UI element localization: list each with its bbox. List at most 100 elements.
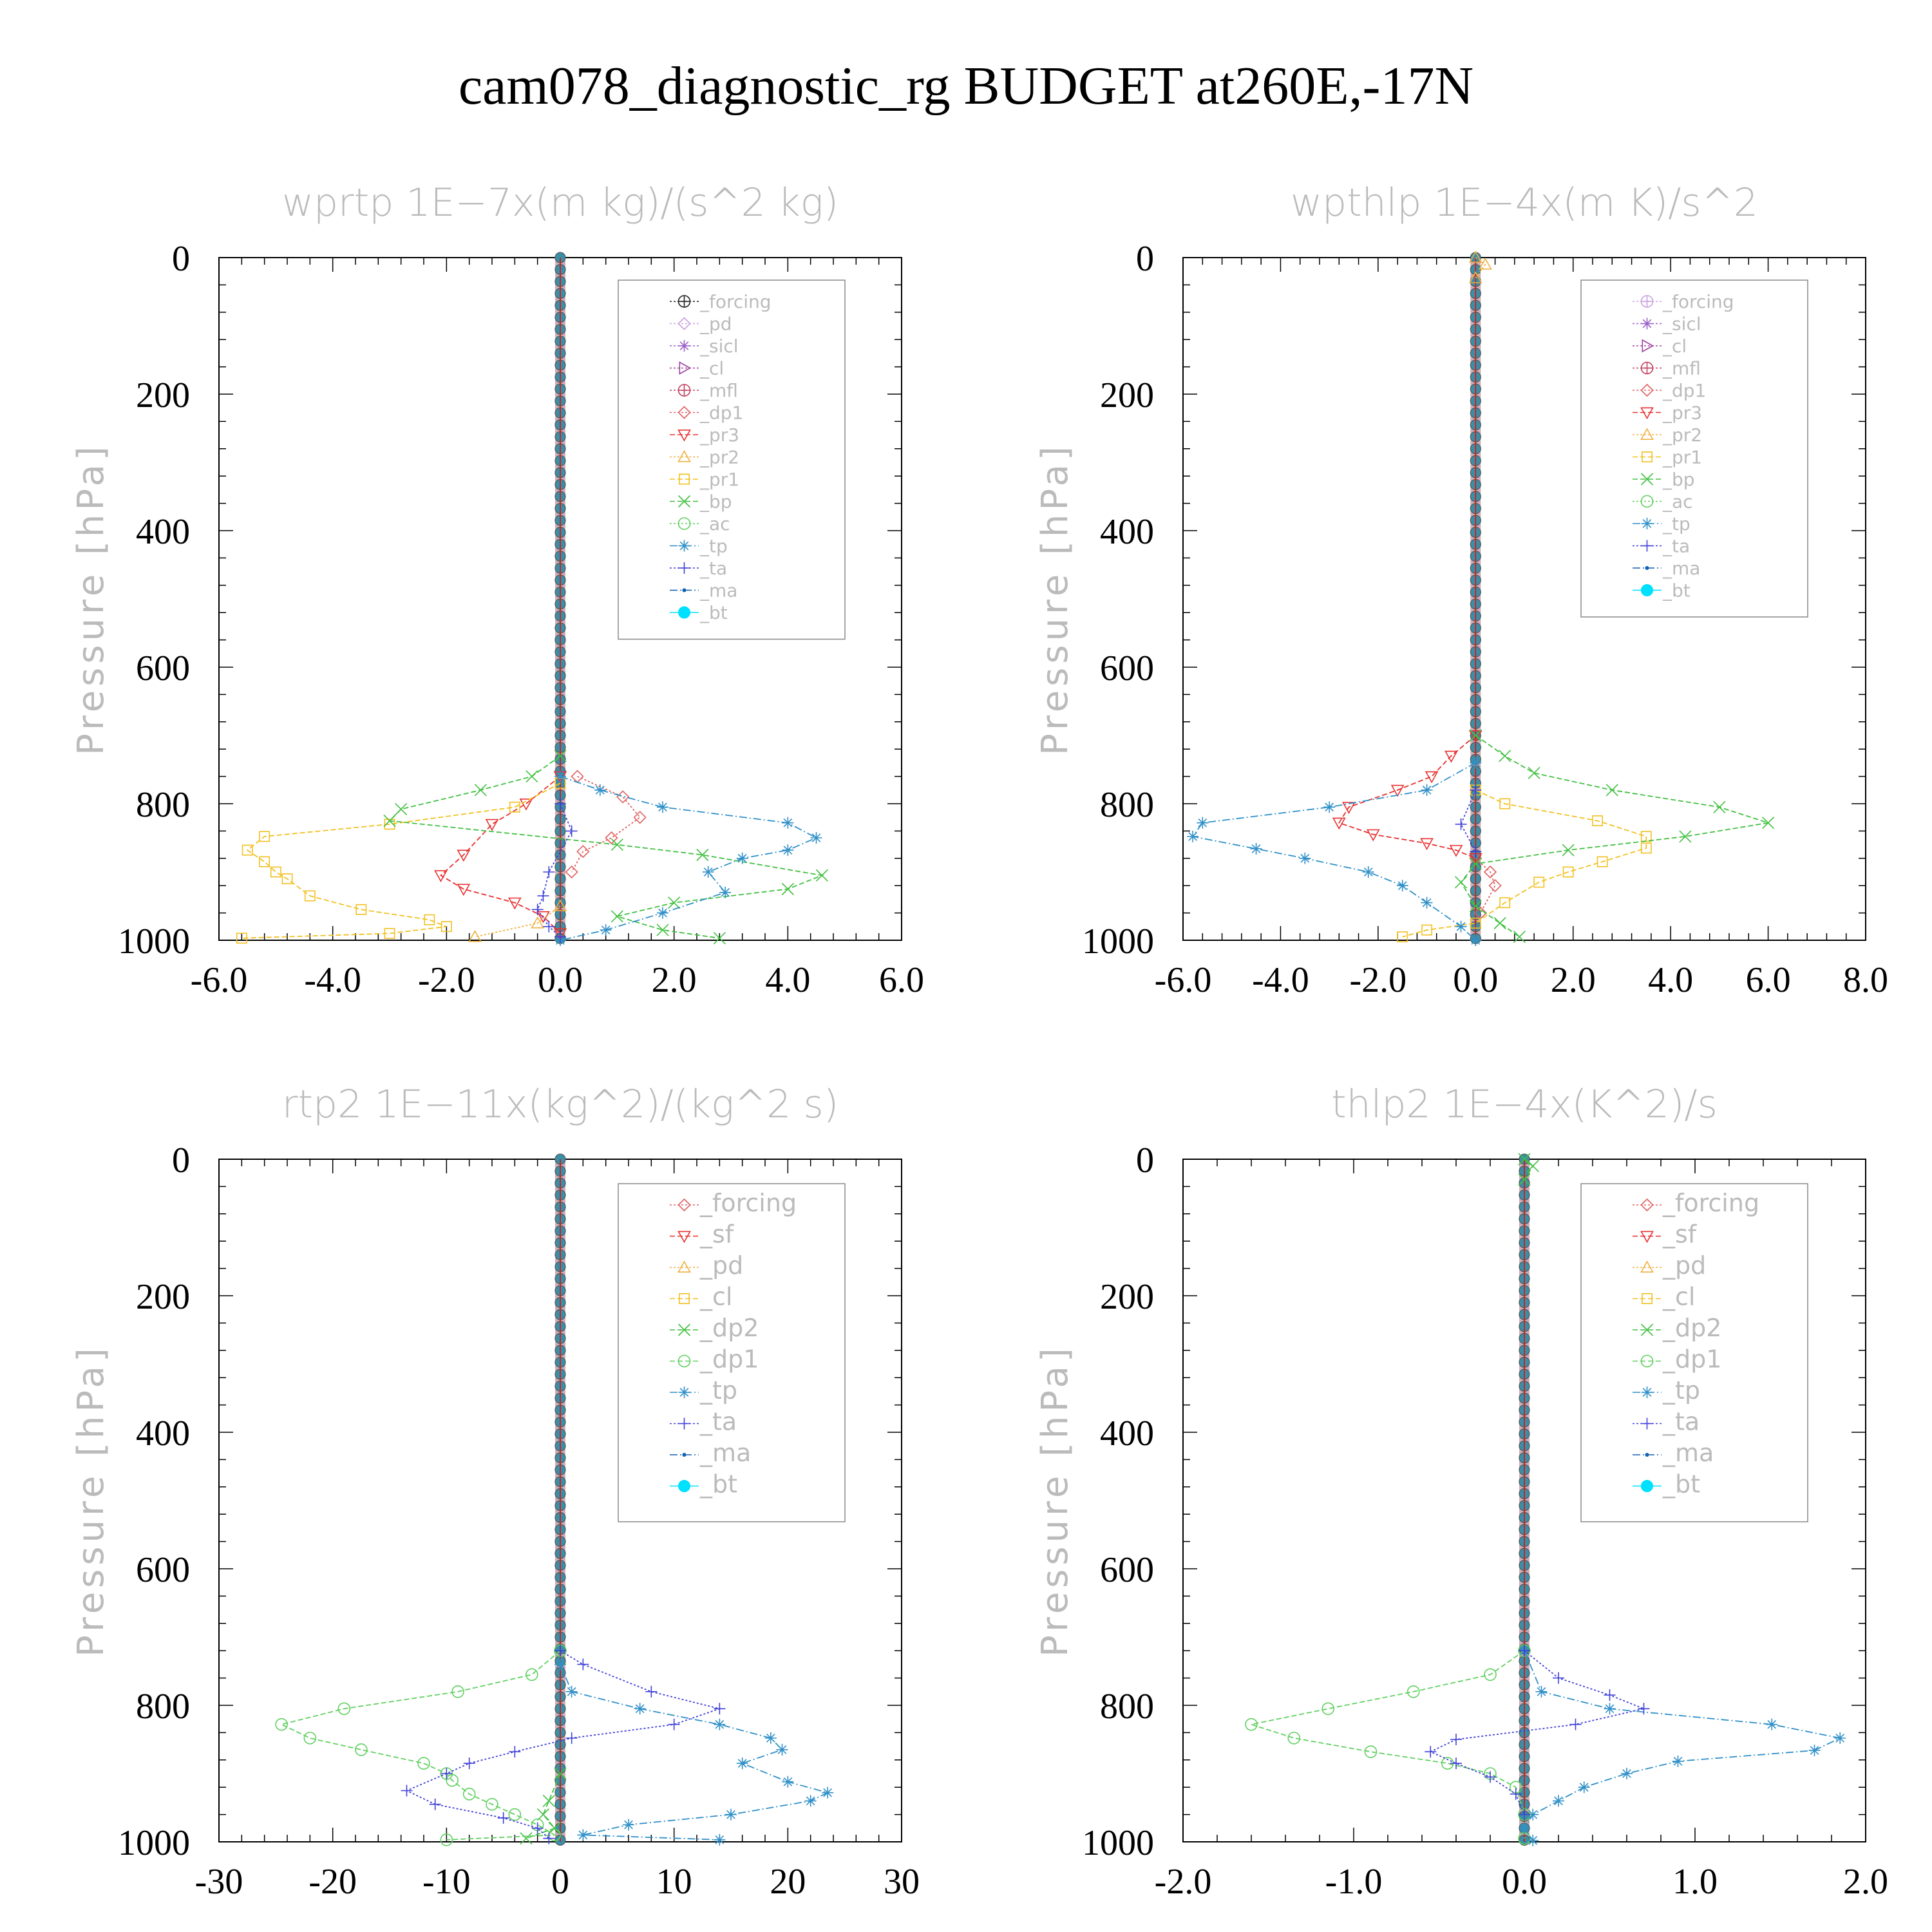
legend-marker xyxy=(677,1198,691,1212)
x-tick-label: 0.0 xyxy=(1453,960,1498,1000)
series-line xyxy=(560,775,818,941)
data-point xyxy=(509,801,520,813)
data-point xyxy=(1526,1160,1539,1173)
data-point xyxy=(526,1668,538,1681)
data-point xyxy=(577,1658,589,1671)
data-point xyxy=(440,1768,453,1779)
legend-marker xyxy=(677,1231,691,1244)
y-tick-label: 200 xyxy=(136,1277,190,1317)
zero-column xyxy=(1519,1153,1530,1846)
data-point xyxy=(1425,1746,1437,1758)
data-point xyxy=(497,1812,509,1824)
data-point xyxy=(1483,865,1497,879)
data-point xyxy=(542,1794,555,1807)
data-point xyxy=(554,770,566,782)
x-tick-label: 6.0 xyxy=(879,960,924,1000)
legend-label: _tp xyxy=(699,536,728,557)
legend-label: _ma xyxy=(699,1439,751,1467)
data-point xyxy=(429,1798,441,1810)
legend-box xyxy=(1580,279,1808,618)
data-point xyxy=(554,750,567,762)
data-point xyxy=(1519,1822,1530,1834)
data-point xyxy=(1469,857,1482,870)
data-point xyxy=(1535,1685,1548,1698)
y-tick-label: 0 xyxy=(1136,239,1154,279)
legend-marker xyxy=(678,540,690,552)
series-line xyxy=(1191,762,1476,941)
data-point xyxy=(668,1718,680,1730)
data-point xyxy=(1287,1732,1301,1745)
legend-marker xyxy=(1641,584,1653,596)
data-point xyxy=(713,932,726,945)
legend-label: _bt xyxy=(699,602,728,623)
data-point xyxy=(1592,815,1604,826)
series-line xyxy=(1249,1650,1525,1839)
legend-label: _dp1 xyxy=(1662,1345,1721,1374)
x-tick-label: 1.0 xyxy=(1672,1862,1718,1902)
data-point xyxy=(554,931,566,943)
data-point xyxy=(1621,1768,1633,1779)
series-line xyxy=(536,803,573,938)
y-tick-label: 0 xyxy=(172,239,190,279)
y-tick-label: 200 xyxy=(1100,375,1154,415)
legend-marker xyxy=(682,588,687,592)
series-line xyxy=(1338,735,1476,859)
legend-label: _pd xyxy=(699,314,732,335)
legend-marker xyxy=(1641,540,1653,552)
data-point xyxy=(1469,729,1482,742)
data-point xyxy=(462,1788,476,1801)
data-point xyxy=(384,819,395,830)
legend-marker xyxy=(677,495,691,508)
legend-marker xyxy=(677,450,691,462)
data-point xyxy=(815,869,828,882)
data-point xyxy=(1396,880,1408,892)
legend-marker xyxy=(1640,1323,1654,1336)
data-point xyxy=(259,856,270,867)
data-point xyxy=(1518,1153,1531,1166)
axis-ticks xyxy=(218,257,902,941)
data-point xyxy=(355,904,367,915)
data-point xyxy=(383,814,396,828)
data-point xyxy=(1421,896,1433,909)
series-line xyxy=(526,1773,561,1839)
data-point xyxy=(1527,1834,1539,1846)
x-tick-label: 20 xyxy=(770,1862,806,1902)
legend-label: _ma xyxy=(1662,558,1700,579)
data-point xyxy=(565,1732,578,1744)
data-point xyxy=(611,838,623,851)
legend-label: _mfl xyxy=(1662,358,1701,379)
data-point xyxy=(1366,829,1380,842)
y-tick-label: 600 xyxy=(1100,649,1154,688)
series-ta xyxy=(1425,1645,1650,1821)
data-point xyxy=(623,1819,634,1831)
x-tick-label: 10 xyxy=(656,1862,692,1902)
data-point xyxy=(1640,831,1652,842)
legend-label: _ta xyxy=(699,558,727,579)
data-point xyxy=(553,899,567,911)
data-point xyxy=(1528,766,1540,779)
y-tick-label: 800 xyxy=(136,785,190,825)
data-point xyxy=(1470,846,1482,858)
data-point xyxy=(440,1833,453,1846)
data-point xyxy=(417,1757,430,1770)
data-point xyxy=(577,1829,589,1841)
y-tick-label: 600 xyxy=(136,1550,190,1590)
data-point xyxy=(1362,866,1374,878)
series-dp1 xyxy=(1245,1644,1531,1845)
data-point xyxy=(1245,1718,1258,1731)
y-tick-label: 800 xyxy=(1100,785,1154,825)
y-axis-label: Pressure [hPa] xyxy=(70,442,112,755)
legend-label: _ac xyxy=(699,513,730,535)
y-tick-label: 1000 xyxy=(118,922,190,961)
legend-marker xyxy=(1640,1260,1654,1273)
legend-label: _pr2 xyxy=(699,447,739,468)
data-point xyxy=(440,921,452,933)
x-tick-label: 0.0 xyxy=(538,960,583,1000)
legend-marker xyxy=(677,1354,691,1368)
data-point xyxy=(565,865,578,879)
legend-label: _pr2 xyxy=(1662,424,1702,446)
legend: _forcing _sf_pd _cl _dp2 _dp1_tp _ta _ma _bt xyxy=(1580,1183,1808,1522)
legend-label: _forcing xyxy=(699,1189,797,1217)
data-point xyxy=(457,849,471,862)
data-point xyxy=(1808,1744,1821,1756)
